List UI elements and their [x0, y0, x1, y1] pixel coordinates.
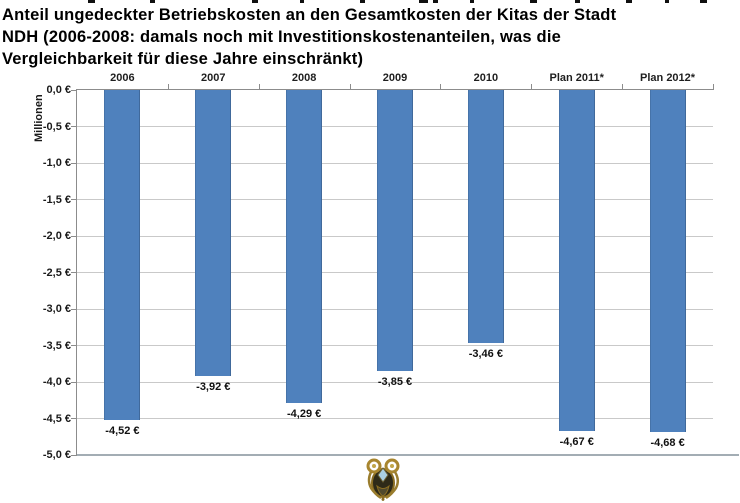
cropped-text-fragment [419, 0, 428, 3]
y-axis-tick [71, 345, 76, 346]
x-axis-tick [258, 84, 260, 90]
y-axis-tick [71, 235, 76, 237]
x-axis-tick [531, 84, 533, 90]
bar-2009 [377, 90, 413, 372]
x-axis-tick [622, 84, 624, 90]
x-axis-tick [713, 84, 714, 90]
y-axis-tick [71, 89, 76, 91]
cropped-text-fragment [252, 0, 258, 3]
cropped-text-fragment [575, 0, 580, 3]
bar-value-label-plan-2012: -4,68 € [650, 436, 685, 449]
category-label-2008: 2008 [291, 72, 317, 84]
bar-2007 [195, 90, 232, 377]
bar-plan-2011 [558, 90, 595, 431]
coat-of-arms-icon [366, 458, 400, 501]
cropped-text-fragment [88, 0, 95, 3]
cropped-text-fragment [360, 0, 365, 3]
bar-value-label-2008: -4,29 € [287, 408, 322, 421]
y-axis-tick-label-5: -2,5 € [42, 266, 71, 279]
x-axis-tick [440, 84, 442, 90]
y-axis-tick [71, 272, 76, 273]
cropped-text-fragment [300, 0, 304, 3]
category-label-2009: 2009 [382, 72, 408, 84]
x-axis-tick [167, 84, 169, 90]
x-axis-line [76, 89, 714, 90]
cropped-text-fragment [530, 0, 537, 3]
y-axis-tick [71, 199, 76, 200]
bar-value-label-2010: -3,46 € [468, 347, 503, 360]
y-axis-tick-label-8: -4,0 € [42, 376, 71, 388]
bar-value-label-2009: -3,85 € [377, 376, 413, 389]
bar-value-label-plan-2011: -4,67 € [559, 435, 594, 448]
bar-2006 [104, 90, 141, 420]
chart-title-line-2: NDH (2006-2008: damals noch mit Investit… [2, 28, 561, 46]
cropped-text-fragment [665, 0, 669, 3]
y-axis-tick-label-3: -1,5 € [42, 193, 71, 206]
cropped-text-fragment [433, 0, 438, 3]
y-axis-tick-label-6: -3,0 € [42, 303, 71, 315]
cropped-text-fragment [626, 0, 632, 3]
y-axis-tick-label-9: -4,5 € [42, 412, 71, 425]
bar-plan-2012 [649, 90, 686, 432]
y-axis-tick [71, 454, 76, 456]
category-label-plan-2012: Plan 2012* [640, 72, 696, 84]
y-axis-tick [71, 308, 76, 310]
y-axis-tick [71, 418, 76, 419]
x-axis-tick [349, 84, 351, 90]
y-axis-tick-label-0: 0,0 € [46, 84, 71, 96]
cropped-text-fragment [700, 0, 707, 3]
chart-title: Anteil ungedeckter Betriebskosten an den… [2, 4, 738, 70]
x-axis-bottom-line [77, 454, 739, 456]
bar-2008 [286, 90, 323, 404]
gridline [77, 381, 713, 383]
cropped-text-fragment [470, 0, 474, 3]
bar-value-label-2007: -3,92 € [196, 381, 231, 394]
y-axis-tick-label-1: -0,5 € [42, 120, 71, 133]
cropped-text-fragment [150, 0, 155, 3]
category-label-2006: 2006 [110, 72, 135, 84]
y-axis-tick [71, 126, 76, 127]
chart-title-line-3: Vergleichbarkeit für diese Jahre einschr… [2, 50, 364, 68]
y-axis-tick-label-7: -3,5 € [42, 339, 71, 352]
y-axis-line [76, 89, 77, 456]
category-label-plan-2011: Plan 2011* [549, 72, 604, 84]
y-axis-tick-label-10: -5,0 € [42, 449, 71, 461]
gridline [77, 418, 713, 419]
bar-value-label-2006: -4,52 € [105, 424, 140, 437]
y-axis-tick-label-4: -2,0 € [42, 230, 71, 242]
y-axis-tick-label-2: -1,0 € [42, 157, 71, 169]
y-axis-tick [71, 381, 76, 383]
chart-title-line-1: Anteil ungedeckter Betriebskosten an den… [2, 6, 617, 24]
category-label-2010: 2010 [473, 72, 499, 84]
y-axis-tick [71, 162, 76, 164]
category-label-2007: 2007 [201, 72, 226, 84]
bar-2010 [467, 90, 504, 343]
